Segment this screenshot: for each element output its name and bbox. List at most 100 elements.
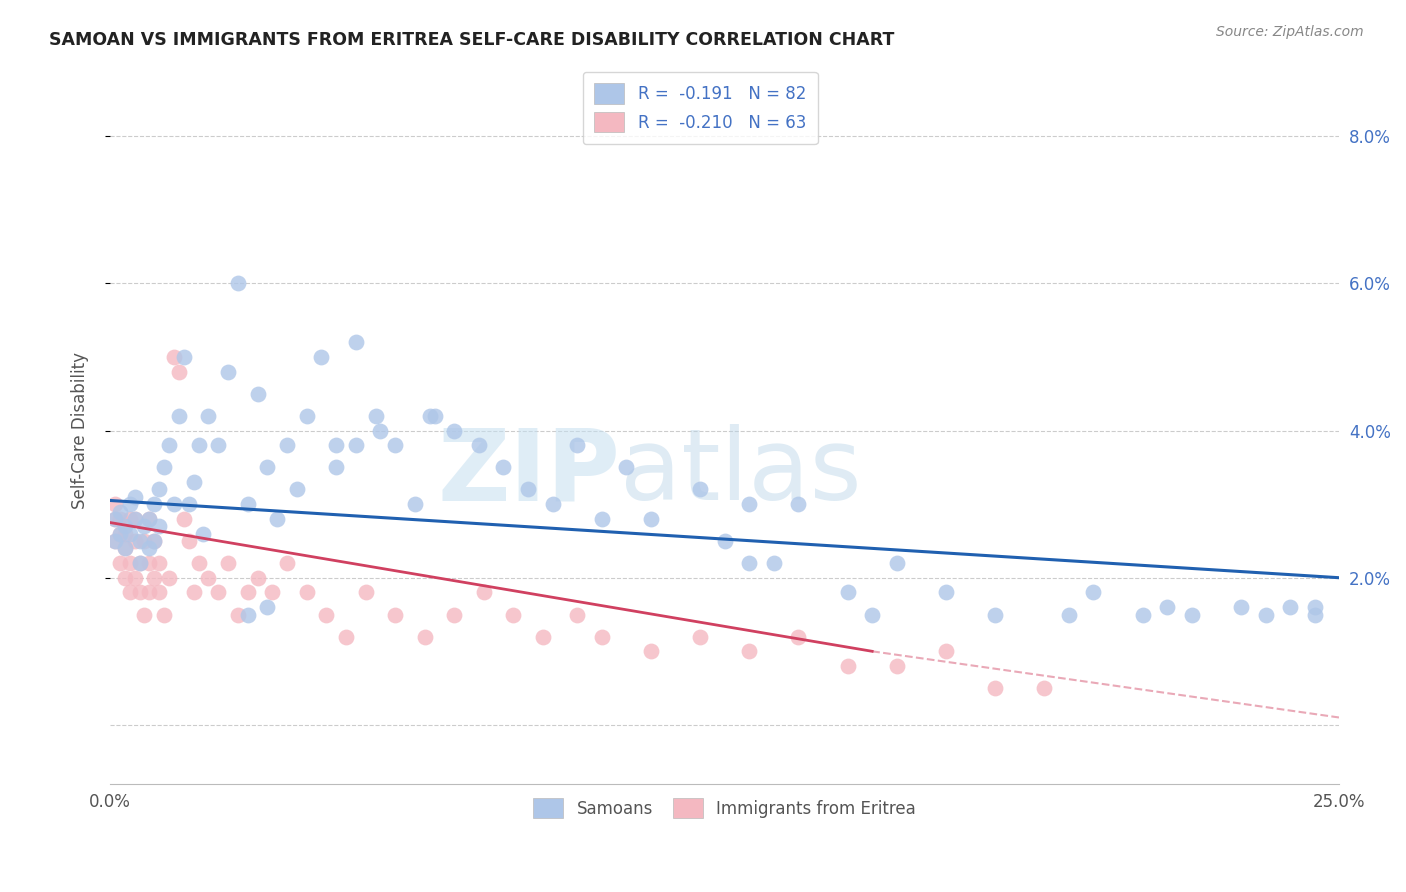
Point: [384, 438, 406, 452]
Point: [134, 519, 156, 533]
Point: [364, 409, 387, 423]
Point: [295, 585, 318, 599]
Point: [124, 512, 146, 526]
Point: [236, 607, 259, 622]
Text: ZIP: ZIP: [437, 425, 620, 522]
Point: [114, 519, 136, 533]
Point: [689, 483, 711, 497]
Point: [1132, 607, 1154, 622]
Point: [502, 607, 524, 622]
Point: [1303, 607, 1326, 622]
Point: [837, 659, 859, 673]
Point: [177, 533, 200, 548]
Point: [738, 644, 761, 658]
Point: [167, 409, 190, 423]
Point: [138, 541, 160, 556]
Point: [207, 438, 229, 452]
Point: [138, 512, 160, 526]
Point: [787, 497, 810, 511]
Point: [157, 571, 180, 585]
Point: [689, 630, 711, 644]
Point: [1303, 600, 1326, 615]
Point: [187, 556, 209, 570]
Point: [443, 607, 465, 622]
Point: [143, 497, 166, 511]
Point: [276, 556, 298, 570]
Text: SAMOAN VS IMMIGRANTS FROM ERITREA SELF-CARE DISABILITY CORRELATION CHART: SAMOAN VS IMMIGRANTS FROM ERITREA SELF-C…: [49, 31, 894, 49]
Point: [138, 585, 160, 599]
Point: [134, 607, 156, 622]
Point: [167, 365, 190, 379]
Point: [567, 438, 589, 452]
Point: [311, 350, 333, 364]
Point: [114, 526, 136, 541]
Point: [128, 556, 150, 570]
Point: [713, 533, 735, 548]
Point: [266, 512, 288, 526]
Point: [762, 556, 785, 570]
Point: [1057, 607, 1080, 622]
Point: [984, 681, 1007, 695]
Point: [531, 630, 554, 644]
Point: [1033, 681, 1056, 695]
Point: [138, 556, 160, 570]
Point: [325, 438, 347, 452]
Point: [124, 533, 146, 548]
Point: [128, 533, 150, 548]
Point: [104, 497, 127, 511]
Point: [148, 519, 170, 533]
Point: [118, 526, 141, 541]
Point: [295, 409, 318, 423]
Point: [246, 571, 269, 585]
Point: [246, 386, 269, 401]
Y-axis label: Self-Care Disability: Self-Care Disability: [72, 352, 89, 509]
Point: [1181, 607, 1204, 622]
Text: atlas: atlas: [620, 425, 862, 522]
Point: [419, 409, 441, 423]
Point: [153, 460, 176, 475]
Point: [886, 556, 908, 570]
Point: [226, 277, 249, 291]
Point: [285, 483, 308, 497]
Point: [108, 526, 131, 541]
Point: [193, 526, 215, 541]
Point: [226, 607, 249, 622]
Point: [984, 607, 1007, 622]
Point: [143, 533, 166, 548]
Point: [104, 512, 127, 526]
Point: [325, 460, 347, 475]
Text: Source: ZipAtlas.com: Source: ZipAtlas.com: [1216, 25, 1364, 39]
Point: [118, 512, 141, 526]
Point: [591, 630, 613, 644]
Point: [738, 556, 761, 570]
Point: [108, 526, 131, 541]
Point: [217, 365, 239, 379]
Point: [148, 483, 170, 497]
Point: [143, 533, 166, 548]
Point: [423, 409, 446, 423]
Point: [124, 490, 146, 504]
Point: [384, 607, 406, 622]
Point: [837, 585, 859, 599]
Point: [935, 585, 957, 599]
Point: [104, 533, 127, 548]
Point: [256, 460, 278, 475]
Point: [1254, 607, 1277, 622]
Point: [187, 438, 209, 452]
Point: [157, 438, 180, 452]
Point: [118, 556, 141, 570]
Point: [114, 541, 136, 556]
Point: [640, 644, 662, 658]
Point: [108, 504, 131, 518]
Point: [134, 533, 156, 548]
Point: [256, 600, 278, 615]
Point: [492, 460, 515, 475]
Point: [207, 585, 229, 599]
Point: [1230, 600, 1253, 615]
Point: [614, 460, 637, 475]
Point: [886, 659, 908, 673]
Point: [128, 585, 150, 599]
Point: [163, 497, 186, 511]
Point: [173, 512, 195, 526]
Point: [468, 438, 491, 452]
